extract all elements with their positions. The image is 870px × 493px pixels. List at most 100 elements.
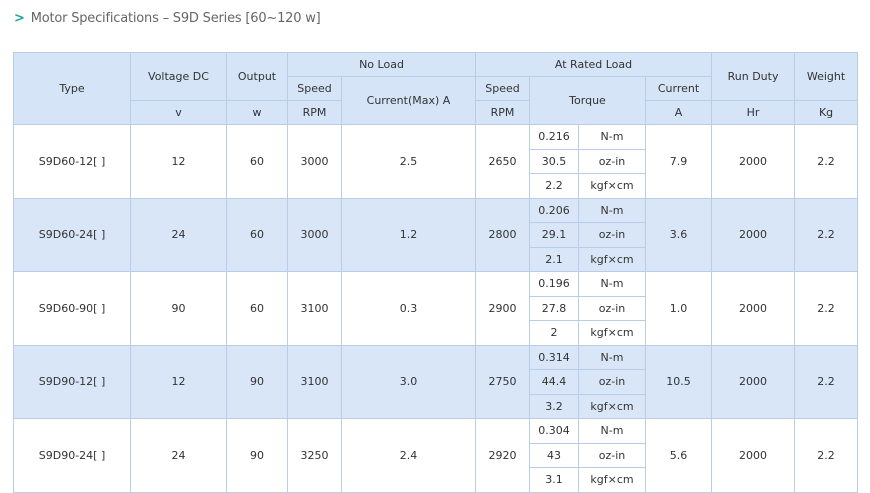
data-row: S9D90-24[ ] 24 90 3250 2.4 2920 0.304 N-m 5.6 200… [13,418,859,493]
torque-unit: N-m [578,344,646,370]
torque-unit: oz-in [578,442,646,468]
data-cell: 90 [226,418,288,493]
data-cell: 24 [130,418,227,493]
header-cell: Current [644,76,713,101]
torque-unit: oz-in [578,369,646,395]
table-body: S9D60-12[ ] 12 60 3000 2.5 2650 0.216 N-m 7.9 200… [13,124,859,493]
torque-unit: oz-in [578,295,646,321]
section-title: > Motor Specifications – S9D Series [60~1… [14,11,321,26]
data-cell: 2650 [475,124,530,199]
data-cell: 2.2 [794,197,859,272]
header-cell: Current(Max) A [341,76,476,125]
header-cell: RPM [287,100,342,125]
torque-unit: kgf×cm [578,246,646,272]
torque-unit: kgf×cm [578,173,646,199]
data-cell: 2.2 [794,418,859,493]
data-cell: 2.2 [794,271,859,346]
data-cell: 2000 [711,124,796,199]
torque-unit: N-m [578,418,646,444]
data-cell: 1.2 [341,197,476,272]
data-row: S9D60-90[ ] 90 60 3100 0.3 2900 0.196 N-m 1.0 200… [13,271,859,346]
data-row: S9D60-12[ ] 12 60 3000 2.5 2650 0.216 N-m 7.9 200… [13,124,859,199]
data-cell: 90 [130,271,227,346]
torque-value: 29.1 [529,222,579,248]
data-cell: S9D60-12[ ] [13,124,131,199]
data-row: S9D90-12[ ] 12 90 3100 3.0 2750 0.314 N-m 10.5 20… [13,344,859,419]
torque-value: 0.206 [529,197,579,223]
data-row: 2.1 kgf×cm [14,246,858,272]
data-cell: 2.5 [341,124,476,199]
torque-unit: oz-in [578,148,646,174]
data-cell: 2920 [475,418,530,493]
header-cell: Type [13,52,131,125]
data-row: 30.5 oz-in [14,148,858,174]
data-cell: 2.2 [794,124,859,199]
torque-value: 2 [529,320,579,346]
data-cell: 2900 [475,271,530,346]
data-cell: 7.9 [644,124,713,199]
data-cell: 2750 [475,344,530,419]
data-cell: S9D90-12[ ] [13,344,131,419]
header-cell: Speed [287,76,342,101]
header-cell: Weight [794,52,859,101]
data-cell: 3250 [287,418,342,493]
torque-value: 43 [529,442,579,468]
torque-value: 0.196 [529,271,579,297]
data-cell: 12 [130,124,227,199]
torque-value: 2.1 [529,246,579,272]
header-row: v w RPM RPM A Hr Kg [14,100,859,125]
data-cell: S9D60-90[ ] [13,271,131,346]
torque-unit: kgf×cm [578,320,646,346]
header-cell: Speed [475,76,530,101]
header-cell: Voltage DC [130,52,227,101]
header-cell: v [130,100,227,125]
title-text: Motor Specifications – S9D Series [60~12… [30,11,321,26]
data-cell: 60 [226,124,288,199]
data-cell: 2000 [711,418,796,493]
data-row: 2.2 kgf×cm [14,173,858,199]
torque-unit: N-m [578,197,646,223]
torque-value: 0.216 [529,124,579,150]
data-cell: 2000 [711,197,796,272]
data-row: 3.2 kgf×cm [14,393,858,419]
data-cell: 3000 [287,197,342,272]
data-cell: 3000 [287,124,342,199]
data-cell: 2000 [711,344,796,419]
torque-value: 44.4 [529,369,579,395]
torque-unit: N-m [578,271,646,297]
data-cell: 2800 [475,197,530,272]
data-cell: 0.3 [341,271,476,346]
header-cell: Run Duty [711,52,796,101]
data-cell: 12 [130,344,227,419]
header-row: Type Voltage DC Output No Load At Rated Load… [13,52,859,125]
torque-unit: kgf×cm [578,467,646,493]
data-cell: 24 [130,197,227,272]
header-cell: Torque [529,76,646,125]
data-row: S9D60-24[ ] 24 60 3000 1.2 2800 0.206 N-m 3.6 200… [13,197,859,272]
header-cell: Hr [711,100,796,125]
data-cell: 2.2 [794,344,859,419]
data-cell: 10.5 [644,344,713,419]
data-cell: 2.4 [341,418,476,493]
data-cell: 60 [226,271,288,346]
torque-unit: N-m [578,124,646,150]
torque-value: 2.2 [529,173,579,199]
torque-value: 0.304 [529,418,579,444]
torque-value: 30.5 [529,148,579,174]
header-cell: Kg [794,100,859,125]
data-cell: 1.0 [644,271,713,346]
header-cell: w [226,100,288,125]
table-header: Type Voltage DC Output No Load At Rated Load… [13,52,859,125]
data-cell: 3100 [287,344,342,419]
header-cell: No Load [287,52,476,77]
data-cell: 3.6 [644,197,713,272]
data-row: 3.1 kgf×cm [14,467,858,493]
header-cell: A [644,100,713,125]
data-cell: 3100 [287,271,342,346]
data-cell: 5.6 [644,418,713,493]
torque-value: 27.8 [529,295,579,321]
torque-unit: oz-in [578,222,646,248]
torque-value: 3.2 [529,393,579,419]
torque-value: 3.1 [529,467,579,493]
